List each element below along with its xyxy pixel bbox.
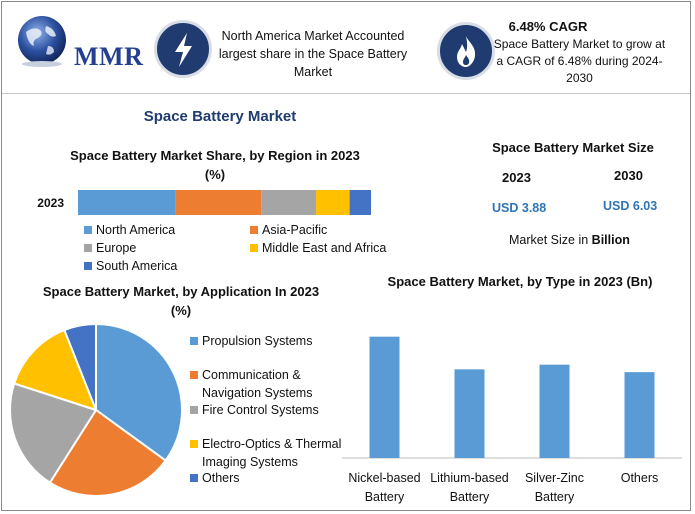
pie-legend-swatch bbox=[190, 371, 198, 379]
legend-swatch-middle-east-and-africa bbox=[250, 244, 258, 252]
pie-legend-swatch bbox=[190, 474, 198, 482]
type-tick-label: Lithium-based bbox=[430, 471, 509, 485]
header-divider bbox=[2, 93, 690, 94]
type-chart-title: Space Battery Market, by Type in 2023 (B… bbox=[387, 274, 653, 289]
type-bar-lithium-based-battery bbox=[454, 369, 485, 458]
legend-label-middle-east-and-africa: Middle East and Africa bbox=[262, 241, 386, 255]
market-size-note-prefix: Market Size in bbox=[509, 233, 592, 247]
size-2023-value: USD 3.88 bbox=[492, 201, 547, 215]
lightning-badge bbox=[154, 20, 212, 78]
region-bar-north-america bbox=[78, 190, 176, 215]
pie-legend-label: Communication & bbox=[202, 368, 301, 382]
globe-icon bbox=[18, 16, 66, 67]
legend-swatch-south-america bbox=[84, 262, 92, 270]
region-bar-asia-pacific bbox=[175, 190, 262, 215]
region-bar-south-america bbox=[349, 190, 371, 215]
legend-label-south-america: South America bbox=[96, 259, 177, 273]
pie-slice-communication-navigation-systems bbox=[48, 408, 167, 497]
pie-slice-fire-control-systems bbox=[9, 382, 98, 484]
legend-label-europe: Europe bbox=[96, 241, 136, 255]
pie-legend-label: Navigation Systems bbox=[202, 386, 313, 400]
pie-legend-swatch bbox=[190, 406, 198, 414]
market-size-note-unit: Billion bbox=[591, 233, 630, 247]
application-chart-title: Space Battery Market, by Application In … bbox=[42, 284, 320, 318]
pie-legend-item-propulsion-systems: Propulsion Systems bbox=[190, 332, 313, 350]
region-chart: 2023 North America Asia-Pacific Europe Middl… bbox=[37, 190, 386, 273]
pie-slice-electro-optics-thermal-imaging-systems bbox=[12, 328, 98, 412]
type-bar-chart: Nickel-based Battery Lithium-based Battery S… bbox=[342, 336, 682, 504]
type-tick-label: Nickel-based bbox=[348, 471, 420, 485]
type-bar-others bbox=[624, 372, 655, 458]
legend-label-asia-pacific: Asia-Pacific bbox=[262, 223, 327, 237]
legend-label-north-america: North America bbox=[96, 223, 175, 237]
region-bar-europe bbox=[261, 190, 317, 215]
type-bar-silver-zinc-battery bbox=[539, 364, 570, 458]
pie-legend-item-electro-optics-thermal-imaging-systems: Electro-Optics & Thermal Imaging Systems bbox=[190, 435, 342, 471]
year-2023-label: 2023 bbox=[502, 170, 531, 185]
market-size-title: Space Battery Market Size bbox=[492, 140, 654, 155]
flame-badge bbox=[437, 22, 495, 80]
pie-legend-label: Propulsion Systems bbox=[202, 334, 313, 348]
north-america-info: North America Market Accounted largest s… bbox=[218, 29, 408, 79]
pie-legend-swatch bbox=[190, 337, 198, 345]
type-tick-label: Silver-Zinc bbox=[525, 471, 584, 485]
lightning-icon bbox=[175, 33, 192, 67]
mmr-logo: MMR bbox=[12, 12, 152, 72]
cagr-text: Space Battery Market to grow at a CAGR o… bbox=[493, 37, 666, 85]
type-tick-label: Battery bbox=[450, 490, 490, 504]
region-category-label: 2023 bbox=[37, 196, 64, 210]
year-2030-label: 2030 bbox=[614, 168, 643, 183]
pie-legend-label: Electro-Optics & Thermal bbox=[202, 437, 342, 451]
cagr-title: 6.48% CAGR bbox=[508, 19, 588, 34]
size-2030-value: USD 6.03 bbox=[603, 199, 658, 213]
legend-swatch-europe bbox=[84, 244, 92, 252]
application-pie-chart bbox=[9, 322, 183, 497]
flame-icon bbox=[457, 36, 476, 67]
pie-slice-propulsion-systems bbox=[95, 322, 183, 462]
market-size-note: Market Size in Billion bbox=[509, 233, 630, 247]
type-tick-label: Others bbox=[621, 471, 659, 485]
pie-legend-item-others: Others bbox=[190, 469, 240, 487]
type-bar-nickel-based-battery bbox=[369, 336, 400, 458]
legend-swatch-asia-pacific bbox=[250, 226, 258, 234]
legend-swatch-north-america bbox=[84, 226, 92, 234]
type-tick-label: Battery bbox=[365, 490, 405, 504]
pie-legend-label: Others bbox=[202, 471, 240, 485]
region-bar-middle-east-and-africa bbox=[316, 190, 350, 215]
pie-slice-others bbox=[63, 322, 97, 411]
logo-text: MMR bbox=[74, 42, 144, 71]
pie-legend-label: Fire Control Systems bbox=[202, 403, 319, 417]
pie-legend-swatch bbox=[190, 440, 198, 448]
region-chart-title: Space Battery Market Share, by Region in… bbox=[70, 148, 360, 182]
pie-legend-item-fire-control-systems: Fire Control Systems bbox=[190, 401, 319, 419]
pie-legend-item-communication-navigation-systems: Communication & Navigation Systems bbox=[190, 366, 313, 402]
main-title: Space Battery Market bbox=[143, 108, 297, 125]
pie-legend-label: Imaging Systems bbox=[202, 455, 298, 469]
type-tick-label: Battery bbox=[535, 490, 575, 504]
